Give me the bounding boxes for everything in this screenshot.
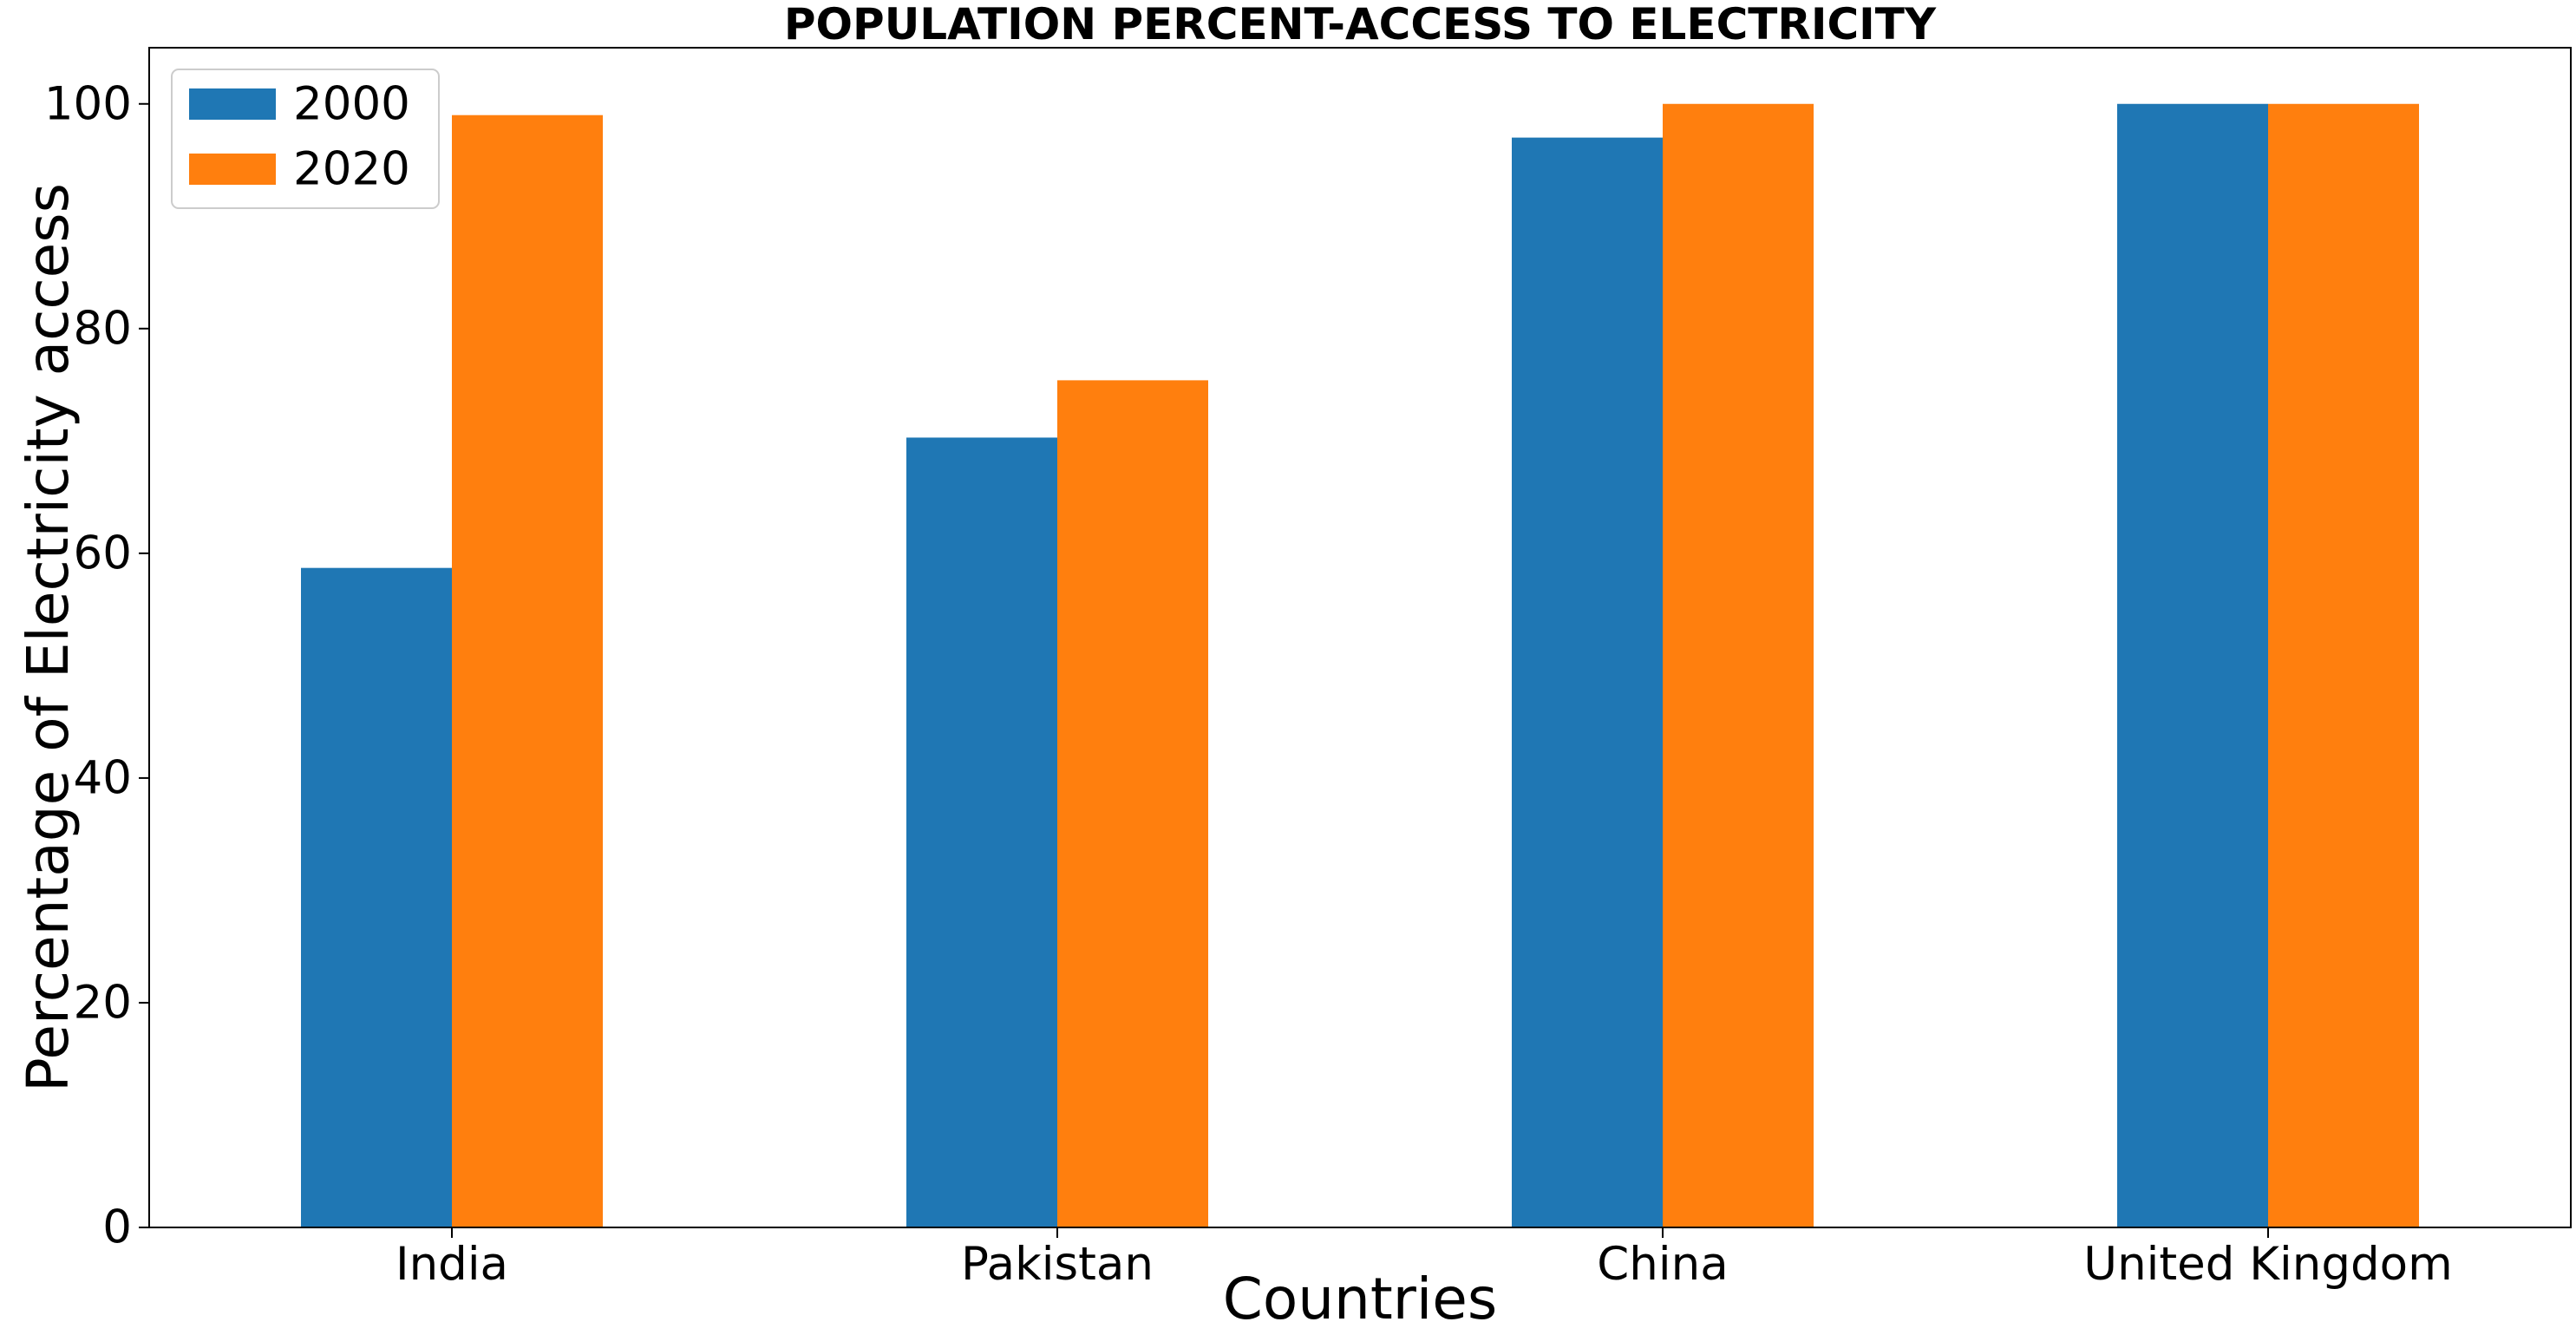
y-tick-label: 80 xyxy=(74,302,132,355)
bar-pakistan-2020 xyxy=(1057,380,1208,1227)
bar-india-2000 xyxy=(301,567,452,1227)
legend-label-2000: 2000 xyxy=(293,78,410,131)
y-tick-label: 60 xyxy=(74,527,132,579)
bar-india-2020 xyxy=(452,115,603,1228)
bar-pakistan-2000 xyxy=(906,437,1057,1227)
x-tick-label: Pakistan xyxy=(961,1238,1154,1291)
plot-area xyxy=(301,103,2419,1228)
x-tick-label: China xyxy=(1597,1238,1728,1291)
x-tick-label: India xyxy=(396,1238,508,1291)
legend-swatch-2000 xyxy=(189,88,276,120)
legend-label-2020: 2020 xyxy=(293,143,410,196)
y-tick-label: 0 xyxy=(102,1201,132,1254)
x-axis-label: Countries xyxy=(1223,1266,1497,1332)
legend-swatch-2020 xyxy=(189,154,276,185)
x-tick-label: United Kingdom xyxy=(2083,1238,2452,1291)
y-tick-label: 100 xyxy=(44,77,132,130)
bar-china-2000 xyxy=(1512,137,1663,1228)
y-tick-label: 40 xyxy=(74,751,132,804)
legend: 2000 2020 xyxy=(171,69,440,209)
x-axis: India Pakistan China United Kingdom xyxy=(396,1227,2453,1291)
bar-united-kingdom-2020 xyxy=(2268,103,2419,1227)
chart-title: POPULATION PERCENT-ACCESS TO ELECTRICITY xyxy=(784,0,1937,49)
y-axis-label: Percentage of Electricity access xyxy=(15,183,82,1092)
y-axis: 0 20 40 60 80 100 xyxy=(44,77,149,1254)
bar-united-kingdom-2000 xyxy=(2117,103,2268,1227)
y-tick-label: 20 xyxy=(74,976,132,1029)
bar-china-2020 xyxy=(1663,103,1814,1227)
plot-frame xyxy=(148,47,2572,1228)
